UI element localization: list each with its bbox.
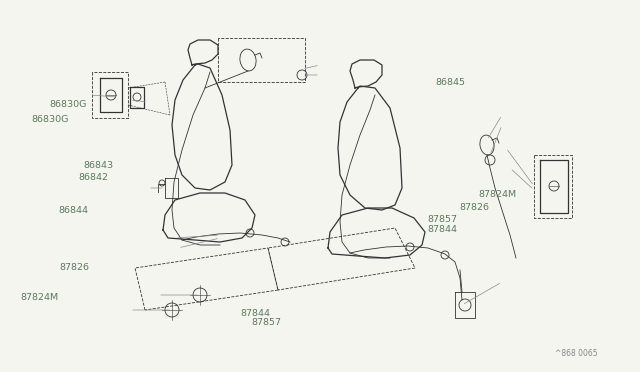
Text: 86842: 86842: [79, 173, 109, 182]
Text: 87857: 87857: [428, 215, 458, 224]
Text: 87826: 87826: [60, 263, 90, 272]
Text: 87844: 87844: [241, 309, 271, 318]
Text: 86830G: 86830G: [32, 115, 69, 124]
Text: 86843: 86843: [84, 161, 114, 170]
Text: 87824M: 87824M: [479, 190, 517, 199]
Text: ^868 0065: ^868 0065: [556, 349, 598, 358]
Text: 87824M: 87824M: [20, 293, 59, 302]
Text: 86845: 86845: [435, 78, 465, 87]
Text: 86830G: 86830G: [49, 100, 86, 109]
Text: 87826: 87826: [460, 203, 490, 212]
Text: 86844: 86844: [58, 206, 88, 215]
Text: 87857: 87857: [251, 318, 281, 327]
Text: 87844: 87844: [428, 225, 458, 234]
